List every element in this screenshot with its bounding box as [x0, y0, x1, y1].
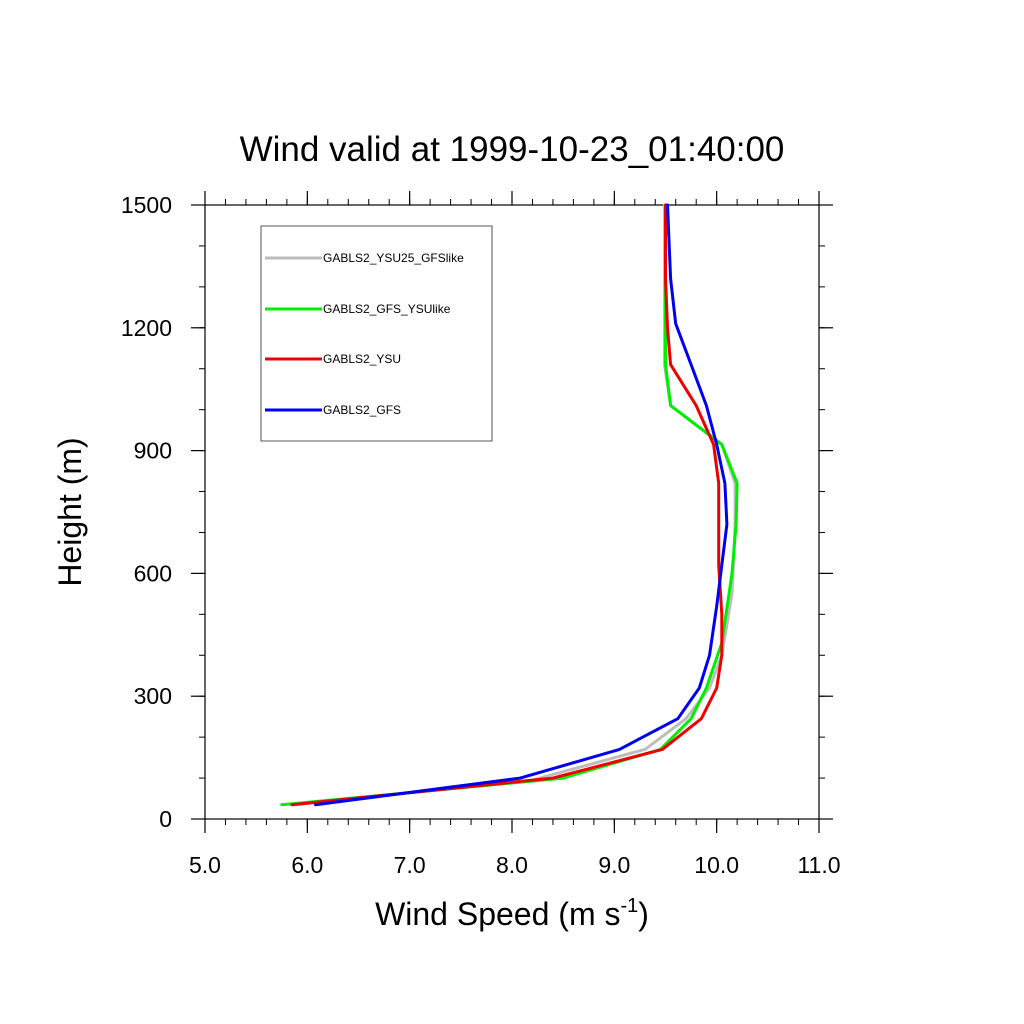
- legend-label-gabls2-gfs: GABLS2_GFS: [323, 403, 401, 417]
- chart-title: Wind valid at 1999-10-23_01:40:00: [240, 130, 785, 169]
- x-axis-title-close: ): [638, 896, 649, 932]
- x-tick-labels: 5.0 6.0 7.0 8.0 9.0 10.0 11.0: [189, 852, 841, 878]
- legend-items: GABLS2_YSU25_GFSlike GABLS2_GFS_YSUlike GA…: [265, 251, 464, 417]
- series-line-gabls2-gfs: [314, 203, 729, 807]
- x-axis-title-main: Wind Speed (m s: [375, 896, 620, 932]
- y-tick-label: 600: [134, 560, 172, 586]
- y-tick-label: 900: [134, 438, 172, 464]
- series-line-gabls2-gfs-ysulike: [280, 203, 739, 807]
- legend-label-gabls2-ysu25-gfslike: GABLS2_YSU25_GFSlike: [323, 251, 464, 265]
- x-tick-label: 7.0: [394, 852, 426, 878]
- x-tick-label: 9.0: [598, 852, 630, 878]
- series-line-gabls2-ysu: [290, 203, 724, 807]
- legend-label-gabls2-ysu: GABLS2_YSU: [323, 352, 401, 366]
- x-tick-label: 5.0: [189, 852, 221, 878]
- y-axis-title: Height (m): [52, 437, 88, 586]
- x-tick-label: 8.0: [496, 852, 528, 878]
- series-lines: [280, 203, 739, 807]
- x-tick-label: 6.0: [291, 852, 323, 878]
- y-tick-label: 1200: [121, 315, 172, 341]
- major-ticks: [191, 191, 833, 833]
- y-tick-labels: 0 300 600 900 1200 1500: [121, 192, 172, 832]
- legend-box: [260, 225, 493, 442]
- x-tick-label: 10.0: [694, 852, 739, 878]
- legend-label-gabls2-gfs-ysulike: GABLS2_GFS_YSUlike: [323, 302, 451, 316]
- y-tick-label: 1500: [121, 192, 172, 218]
- y-tick-label: 0: [159, 806, 172, 832]
- legend: GABLS2_YSU25_GFSlike GABLS2_GFS_YSUlike GA…: [260, 225, 493, 442]
- x-axis-title: Wind Speed (m s-1): [375, 895, 649, 932]
- x-tick-label: 11.0: [797, 852, 840, 878]
- y-tick-label: 300: [134, 683, 172, 709]
- x-axis-title-superscript: -1: [620, 895, 638, 917]
- plot-area: [191, 191, 833, 833]
